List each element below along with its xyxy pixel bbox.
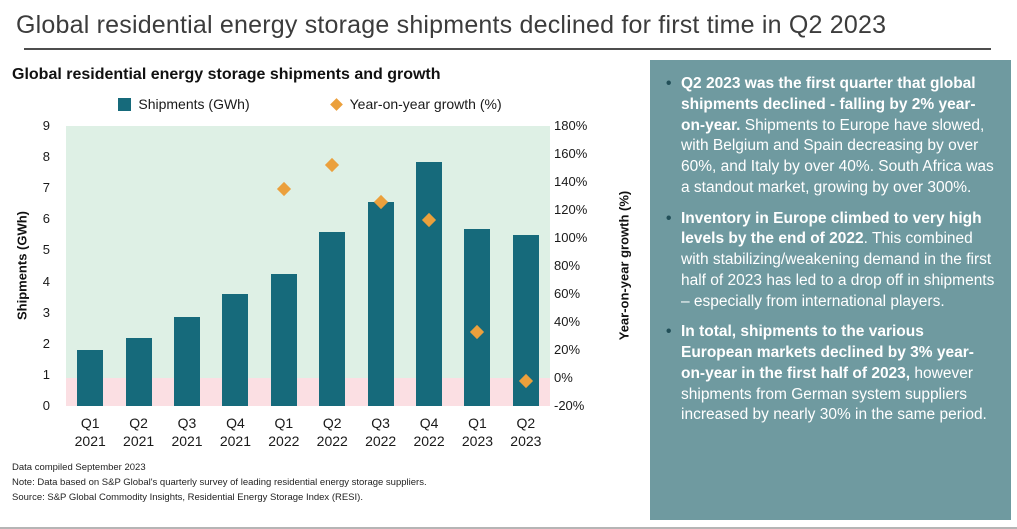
right-axis-tick: 120% bbox=[554, 202, 588, 217]
sidebar-bullet: In total, shipments to the various Europ… bbox=[666, 322, 995, 426]
left-axis-tick: 6 bbox=[42, 211, 50, 227]
legend-item-shipments: Shipments (GWh) bbox=[118, 96, 250, 112]
bar-q4-2022 bbox=[416, 161, 442, 406]
bar-q4-2021 bbox=[222, 294, 249, 406]
left-axis-tick: 1 bbox=[42, 366, 50, 382]
chart-section: Global residential energy storage shipme… bbox=[10, 60, 640, 520]
left-axis-tick: 2 bbox=[42, 335, 50, 351]
bullet-regular-text: however shipments from German system sup… bbox=[681, 364, 987, 424]
bar-q1-2023 bbox=[464, 228, 491, 406]
bullet-bold-text: In total, shipments to the various Europ… bbox=[681, 323, 974, 382]
right-axis-tick: 40% bbox=[554, 314, 581, 329]
x-axis-label: Q2 2023 bbox=[510, 415, 542, 449]
right-axis-tick: 100% bbox=[554, 230, 588, 245]
bullet-regular-text: . This combined with stabilizing/weakeni… bbox=[681, 230, 995, 310]
bar-q1-2022 bbox=[270, 273, 297, 406]
x-axis-label: Q4 2021 bbox=[219, 415, 251, 449]
bar-q2-2021 bbox=[125, 337, 152, 406]
sidebar-bullet: Q2 2023 was the first quarter that globa… bbox=[666, 74, 995, 199]
legend-item-growth: Year-on-year growth (%) bbox=[329, 96, 502, 112]
chart-title: Global residential energy storage shipme… bbox=[12, 66, 441, 83]
x-axis-label: Q4 2022 bbox=[413, 415, 445, 449]
chart-legend: Shipments (GWh) Year-on-year growth (%) bbox=[10, 96, 610, 112]
right-axis-tick: 160% bbox=[554, 146, 588, 161]
x-axis-label: Q1 2023 bbox=[461, 415, 494, 449]
content: Global residential energy storage shipme… bbox=[0, 60, 1017, 520]
bullet-bold-text: Inventory in Europe climbed to very high… bbox=[681, 209, 982, 248]
x-axis-label: Q1 2021 bbox=[74, 415, 106, 449]
sidebar-bullet: Inventory in Europe climbed to very high… bbox=[666, 209, 995, 313]
x-axis-labels: Q1 2021 Q2 2021 Q3 2021 Q4 2021 Q1 2022 Q2 2022 Q3 20… bbox=[66, 414, 550, 450]
footnote-compiled: Data compiled September 2023 bbox=[12, 462, 146, 473]
diamond-swatch-icon bbox=[329, 97, 343, 111]
left-axis-tick: 7 bbox=[42, 180, 50, 196]
left-axis-tick: 9 bbox=[42, 118, 50, 133]
left-axis-tick: 8 bbox=[42, 149, 50, 165]
legend-label-shipments: Shipments (GWh) bbox=[138, 96, 250, 112]
x-axis-label: Q1 2022 bbox=[268, 415, 300, 449]
bar-q3-2022 bbox=[367, 202, 394, 406]
title-divider bbox=[24, 48, 991, 50]
left-axis-tick: 5 bbox=[42, 242, 50, 258]
left-axis-tick: 4 bbox=[42, 273, 50, 289]
right-axis-title: Year-on-year growth (%) bbox=[616, 190, 632, 341]
legend-label-growth: Year-on-year growth (%) bbox=[349, 96, 502, 112]
right-axis-ticks: -20% 0% 20% 40% 60% 80% 100% 120% 140% 160% 180% bbox=[554, 118, 606, 413]
page-title: Global residential energy storage shipme… bbox=[16, 11, 887, 39]
right-axis-tick: 20% bbox=[554, 342, 581, 357]
right-axis-tick: 0% bbox=[554, 370, 573, 385]
bar-swatch-icon bbox=[118, 97, 132, 111]
footnotes: Data compiled September 2023 Note: Data … bbox=[12, 460, 640, 506]
right-axis-tick: 80% bbox=[554, 258, 581, 273]
chart: Shipments (GWh) Year-on-year growth (%) … bbox=[10, 118, 640, 456]
x-axis-label: Q3 2021 bbox=[171, 415, 203, 449]
commentary-sidebar: Q2 2023 was the first quarter that globa… bbox=[650, 60, 1011, 520]
left-axis-tick: 3 bbox=[42, 304, 50, 320]
footnote-note: Note: Data based on S&P Global's quarter… bbox=[12, 477, 427, 489]
right-axis-tick: 140% bbox=[554, 174, 588, 189]
footnote-source: Source: S&P Global Commodity Insights, R… bbox=[12, 492, 363, 504]
sidebar-bullets: Q2 2023 was the first quarter that globa… bbox=[666, 74, 995, 426]
x-axis-label: Q3 2022 bbox=[365, 415, 397, 449]
x-axis-label: Q2 2022 bbox=[316, 415, 348, 449]
bullet-regular-text: Shipments to Europe have slowed, with Be… bbox=[681, 116, 994, 196]
right-axis-tick: 60% bbox=[554, 286, 581, 301]
right-axis-tick: 180% bbox=[554, 118, 588, 133]
bullet-bold-text: Q2 2023 was the first quarter that globa… bbox=[681, 75, 976, 134]
bar-q2-2022 bbox=[319, 231, 346, 406]
left-axis-ticks: 0 1 2 3 4 5 6 7 8 9 bbox=[10, 118, 58, 413]
plot-area bbox=[66, 126, 550, 406]
header: Global residential energy storage shipme… bbox=[0, 0, 1017, 50]
right-axis-tick: -20% bbox=[554, 398, 585, 413]
bar-q3-2021 bbox=[174, 317, 200, 406]
x-axis-label: Q2 2021 bbox=[123, 415, 155, 449]
bar-q1-2021 bbox=[77, 350, 104, 406]
left-axis-tick: 0 bbox=[42, 398, 50, 413]
